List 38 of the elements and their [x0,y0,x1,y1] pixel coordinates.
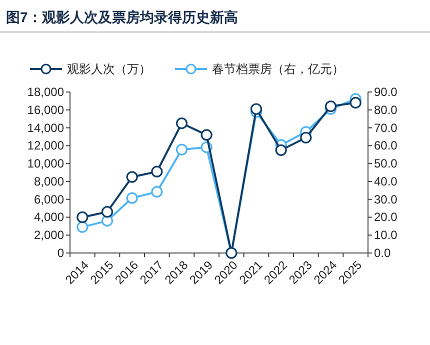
y2-tick-label: 70.0 [374,120,398,135]
point [200,129,212,141]
y-tick-label: 8,000 [34,174,64,188]
point [126,171,138,183]
y2-tick-label: 60.0 [374,138,398,153]
y2-tick-label: 50.0 [374,156,398,171]
legend-label: 春节档票房（右，亿元） [212,62,344,76]
point [176,118,188,130]
point [324,100,337,112]
point [151,166,163,178]
y-tick-label: 18,000 [27,85,64,99]
y2-tick-label: 80.0 [374,102,398,117]
y2-tick-label: 10.0 [374,228,398,242]
legend-label: 观影人次（万） [67,62,151,76]
chart-title: 图7：观影人次及票房均录得历史新高 [6,9,238,25]
point [275,144,287,156]
point [76,211,88,224]
y-tick-label: 6,000 [34,192,64,206]
y2-tick-label: 0.0 [374,246,392,260]
point [101,206,114,218]
y-tick-label: 14,000 [27,120,64,135]
point [76,221,88,233]
y-tick-label: 4,000 [34,210,64,224]
point [126,192,138,204]
y2-tick-label: 40.0 [374,174,398,188]
y2-tick-label: 90.0 [374,85,398,99]
point [250,103,262,115]
y-tick-label: 2,000 [34,228,64,242]
y2-tick-label: 20.0 [374,210,398,224]
y-tick-label: 10,000 [27,156,64,171]
y-tick-label: 0 [57,246,64,260]
point [300,132,312,144]
point [350,96,362,109]
point [176,144,188,156]
y-tick-label: 16,000 [27,102,64,117]
y-tick-label: 12,000 [27,138,64,153]
point [151,186,163,198]
y2-tick-label: 30.0 [374,192,398,206]
